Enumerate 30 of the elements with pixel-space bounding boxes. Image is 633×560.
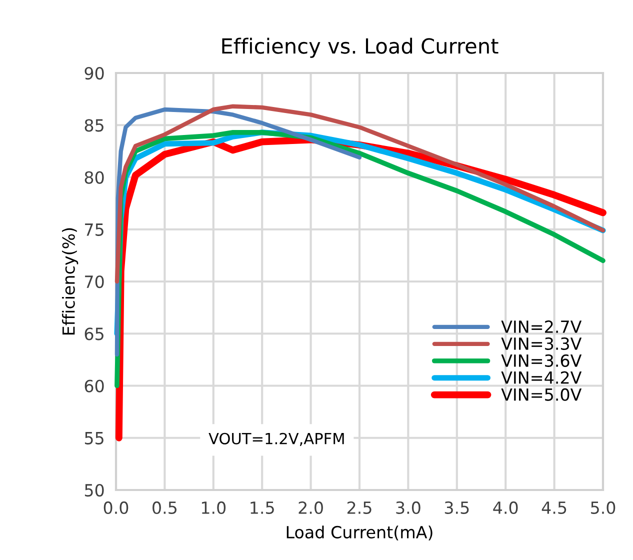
- x-tick-label: 5.0: [591, 501, 616, 514]
- x-tick-label: 4.5: [542, 502, 566, 514]
- annotation: VOUT=1.2V,APFM: [208, 432, 344, 446]
- x-tick-label: 0.5: [152, 501, 176, 514]
- x-tick-label: 1.0: [202, 501, 226, 514]
- x-tick-label: 2.5: [347, 501, 372, 514]
- legend-label: VIN=4.2V: [501, 371, 582, 384]
- legend-label: VIN=2.7V: [501, 320, 582, 333]
- y-tick-label: 80: [84, 171, 104, 184]
- y-tick-label: 60: [84, 380, 104, 392]
- y-tick-label: 55: [84, 432, 104, 444]
- x-tick-label: 3.5: [444, 501, 469, 514]
- x-tick-label: 4.0: [493, 501, 518, 514]
- chart-title: Efficiency vs. Load Current: [222, 38, 498, 58]
- y-axis-title: Efficiency(%): [62, 228, 78, 335]
- y-tick-label: 65: [84, 328, 104, 340]
- x-tick-label: 2.0: [298, 501, 323, 514]
- y-tick-label: 85: [84, 119, 104, 132]
- x-axis-title: Load Current(mA): [286, 526, 432, 540]
- y-tick-label: 50: [84, 484, 104, 497]
- legend-label: VIN=3.3V: [501, 337, 582, 350]
- y-tick-label: 75: [85, 224, 104, 236]
- x-tick-label: 0.0: [104, 501, 128, 514]
- y-tick-label: 90: [84, 66, 104, 80]
- x-tick-label: 1.5: [250, 502, 274, 514]
- line-series: [114, 104, 606, 284]
- y-tick-label: 70: [85, 275, 104, 288]
- x-tick-label: 3.0: [396, 501, 420, 514]
- legend-label: VIN=5.0V: [501, 388, 582, 401]
- legend-label: VIN=3.6V: [501, 354, 582, 367]
